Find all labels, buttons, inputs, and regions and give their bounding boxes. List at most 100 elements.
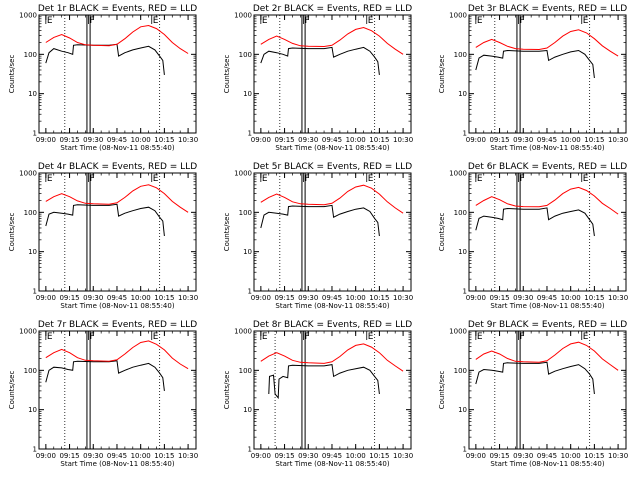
x-tick-label: 10:30: [393, 136, 413, 144]
panel-title: Det 7r BLACK = Events, RED = LLD: [38, 320, 197, 330]
lld-line: [45, 24, 189, 54]
region-marker-label: F: [305, 332, 310, 342]
region-marker-label: E: [47, 16, 53, 26]
x-axis-label: Start Time (08-Nov-11 08:55:40): [275, 302, 389, 310]
y-tick-label: 100: [239, 51, 252, 59]
x-tick-label: 10:00: [561, 452, 581, 460]
x-tick-label: 09:45: [537, 136, 557, 144]
y-tick-label: 10: [458, 406, 467, 414]
plot-frame: [468, 330, 627, 450]
x-tick-label: 09:00: [36, 136, 56, 144]
plot-frame: [38, 330, 197, 450]
y-axis-label: Counts/sec: [8, 55, 16, 94]
x-tick-label: 09:45: [322, 452, 342, 460]
x-tick-label: 10:15: [369, 136, 389, 144]
y-axis-label: Counts/sec: [223, 371, 231, 410]
lld-line: [45, 184, 189, 213]
x-tick-label: 10:15: [369, 452, 389, 460]
x-tick-label: 10:30: [178, 136, 198, 144]
region-marker-label: F: [520, 174, 525, 184]
region-marker-label: E: [262, 332, 268, 342]
lld-line: [475, 341, 619, 371]
region-marker-label: E: [262, 174, 268, 184]
y-axis-label: Counts/sec: [223, 55, 231, 94]
region-marker-label: F: [520, 16, 525, 26]
x-tick-label: 09:45: [537, 294, 557, 302]
detector-panel-3: Det 3r BLACK = Events, RED = LLD E F E 1 10 10…: [438, 4, 628, 152]
x-tick-label: 09:30: [83, 294, 103, 302]
region-marker-label: E: [368, 174, 374, 184]
y-axis-label: Counts/sec: [438, 55, 446, 94]
x-tick-label: 09:00: [251, 452, 271, 460]
y-tick-label: 1: [248, 446, 252, 454]
panel-title: Det 4r BLACK = Events, RED = LLD: [38, 162, 197, 172]
x-tick-label: 10:00: [346, 294, 366, 302]
x-tick-label: 09:30: [83, 136, 103, 144]
x-tick-label: 09:45: [107, 136, 127, 144]
y-tick-label: 1: [248, 288, 252, 296]
y-tick-label: 1: [463, 446, 467, 454]
region-marker-label: E: [153, 332, 159, 342]
x-tick-label: 09:00: [36, 294, 56, 302]
x-tick-label: 10:30: [608, 452, 628, 460]
y-tick-label: 100: [24, 209, 37, 217]
detector-panel-9: Det 9r BLACK = Events, RED = LLD E F E 1 10 10…: [438, 320, 628, 468]
x-tick-label: 10:15: [584, 294, 604, 302]
y-tick-label: 1: [33, 288, 37, 296]
x-tick-label: 09:15: [274, 452, 294, 460]
region-marker-label: E: [477, 16, 483, 26]
x-tick-label: 10:00: [131, 294, 151, 302]
x-tick-label: 10:30: [608, 294, 628, 302]
y-axis-label: Counts/sec: [8, 371, 16, 410]
y-tick-label: 1000: [234, 328, 252, 336]
region-marker-label: F: [305, 16, 310, 26]
x-tick-label: 09:30: [513, 294, 533, 302]
panel-title: Det 1r BLACK = Events, RED = LLD: [38, 4, 197, 14]
y-tick-label: 1000: [234, 12, 252, 20]
y-tick-label: 1000: [234, 170, 252, 178]
x-tick-label: 09:15: [489, 136, 509, 144]
x-axis-label: Start Time (08-Nov-11 08:55:40): [60, 144, 174, 152]
panel-title: Det 5r BLACK = Events, RED = LLD: [253, 162, 412, 172]
x-axis-label: Start Time (08-Nov-11 08:55:40): [275, 460, 389, 468]
events-line: [45, 203, 165, 237]
events-line: [45, 43, 165, 75]
x-tick-label: 09:15: [274, 136, 294, 144]
region-marker-label: E: [583, 332, 589, 342]
events-line: [45, 360, 165, 391]
x-tick-label: 10:30: [393, 452, 413, 460]
x-tick-label: 09:30: [513, 136, 533, 144]
region-marker-label: F: [305, 174, 310, 184]
x-tick-label: 10:15: [154, 136, 174, 144]
detector-panel-4: Det 4r BLACK = Events, RED = LLD E F E 1 10 10…: [8, 162, 198, 310]
x-tick-label: 10:15: [154, 452, 174, 460]
y-tick-label: 100: [454, 367, 467, 375]
x-tick-label: 09:00: [36, 452, 56, 460]
x-tick-label: 10:15: [584, 452, 604, 460]
x-tick-label: 09:15: [59, 136, 79, 144]
y-tick-label: 100: [454, 209, 467, 217]
panel-title: Det 2r BLACK = Events, RED = LLD: [253, 4, 412, 14]
x-tick-label: 10:15: [369, 294, 389, 302]
y-tick-label: 100: [454, 51, 467, 59]
x-tick-label: 09:30: [298, 452, 318, 460]
x-tick-label: 09:00: [466, 136, 486, 144]
region-marker-label: E: [368, 332, 374, 342]
x-tick-label: 10:30: [178, 294, 198, 302]
x-tick-label: 10:15: [584, 136, 604, 144]
events-line: [268, 364, 380, 400]
lld-line: [260, 26, 404, 55]
y-tick-label: 10: [28, 406, 37, 414]
x-tick-label: 09:00: [466, 452, 486, 460]
region-marker-label: F: [90, 16, 95, 26]
lld-line: [475, 186, 619, 215]
detector-panel-5: Det 5r BLACK = Events, RED = LLD E F E 1 10 10…: [223, 162, 413, 310]
y-tick-label: 1: [33, 446, 37, 454]
region-marker-label: E: [153, 174, 159, 184]
region-marker-label: E: [153, 16, 159, 26]
y-tick-label: 1: [33, 130, 37, 138]
x-tick-label: 10:00: [131, 452, 151, 460]
y-tick-label: 100: [24, 51, 37, 59]
region-marker-label: E: [477, 332, 483, 342]
